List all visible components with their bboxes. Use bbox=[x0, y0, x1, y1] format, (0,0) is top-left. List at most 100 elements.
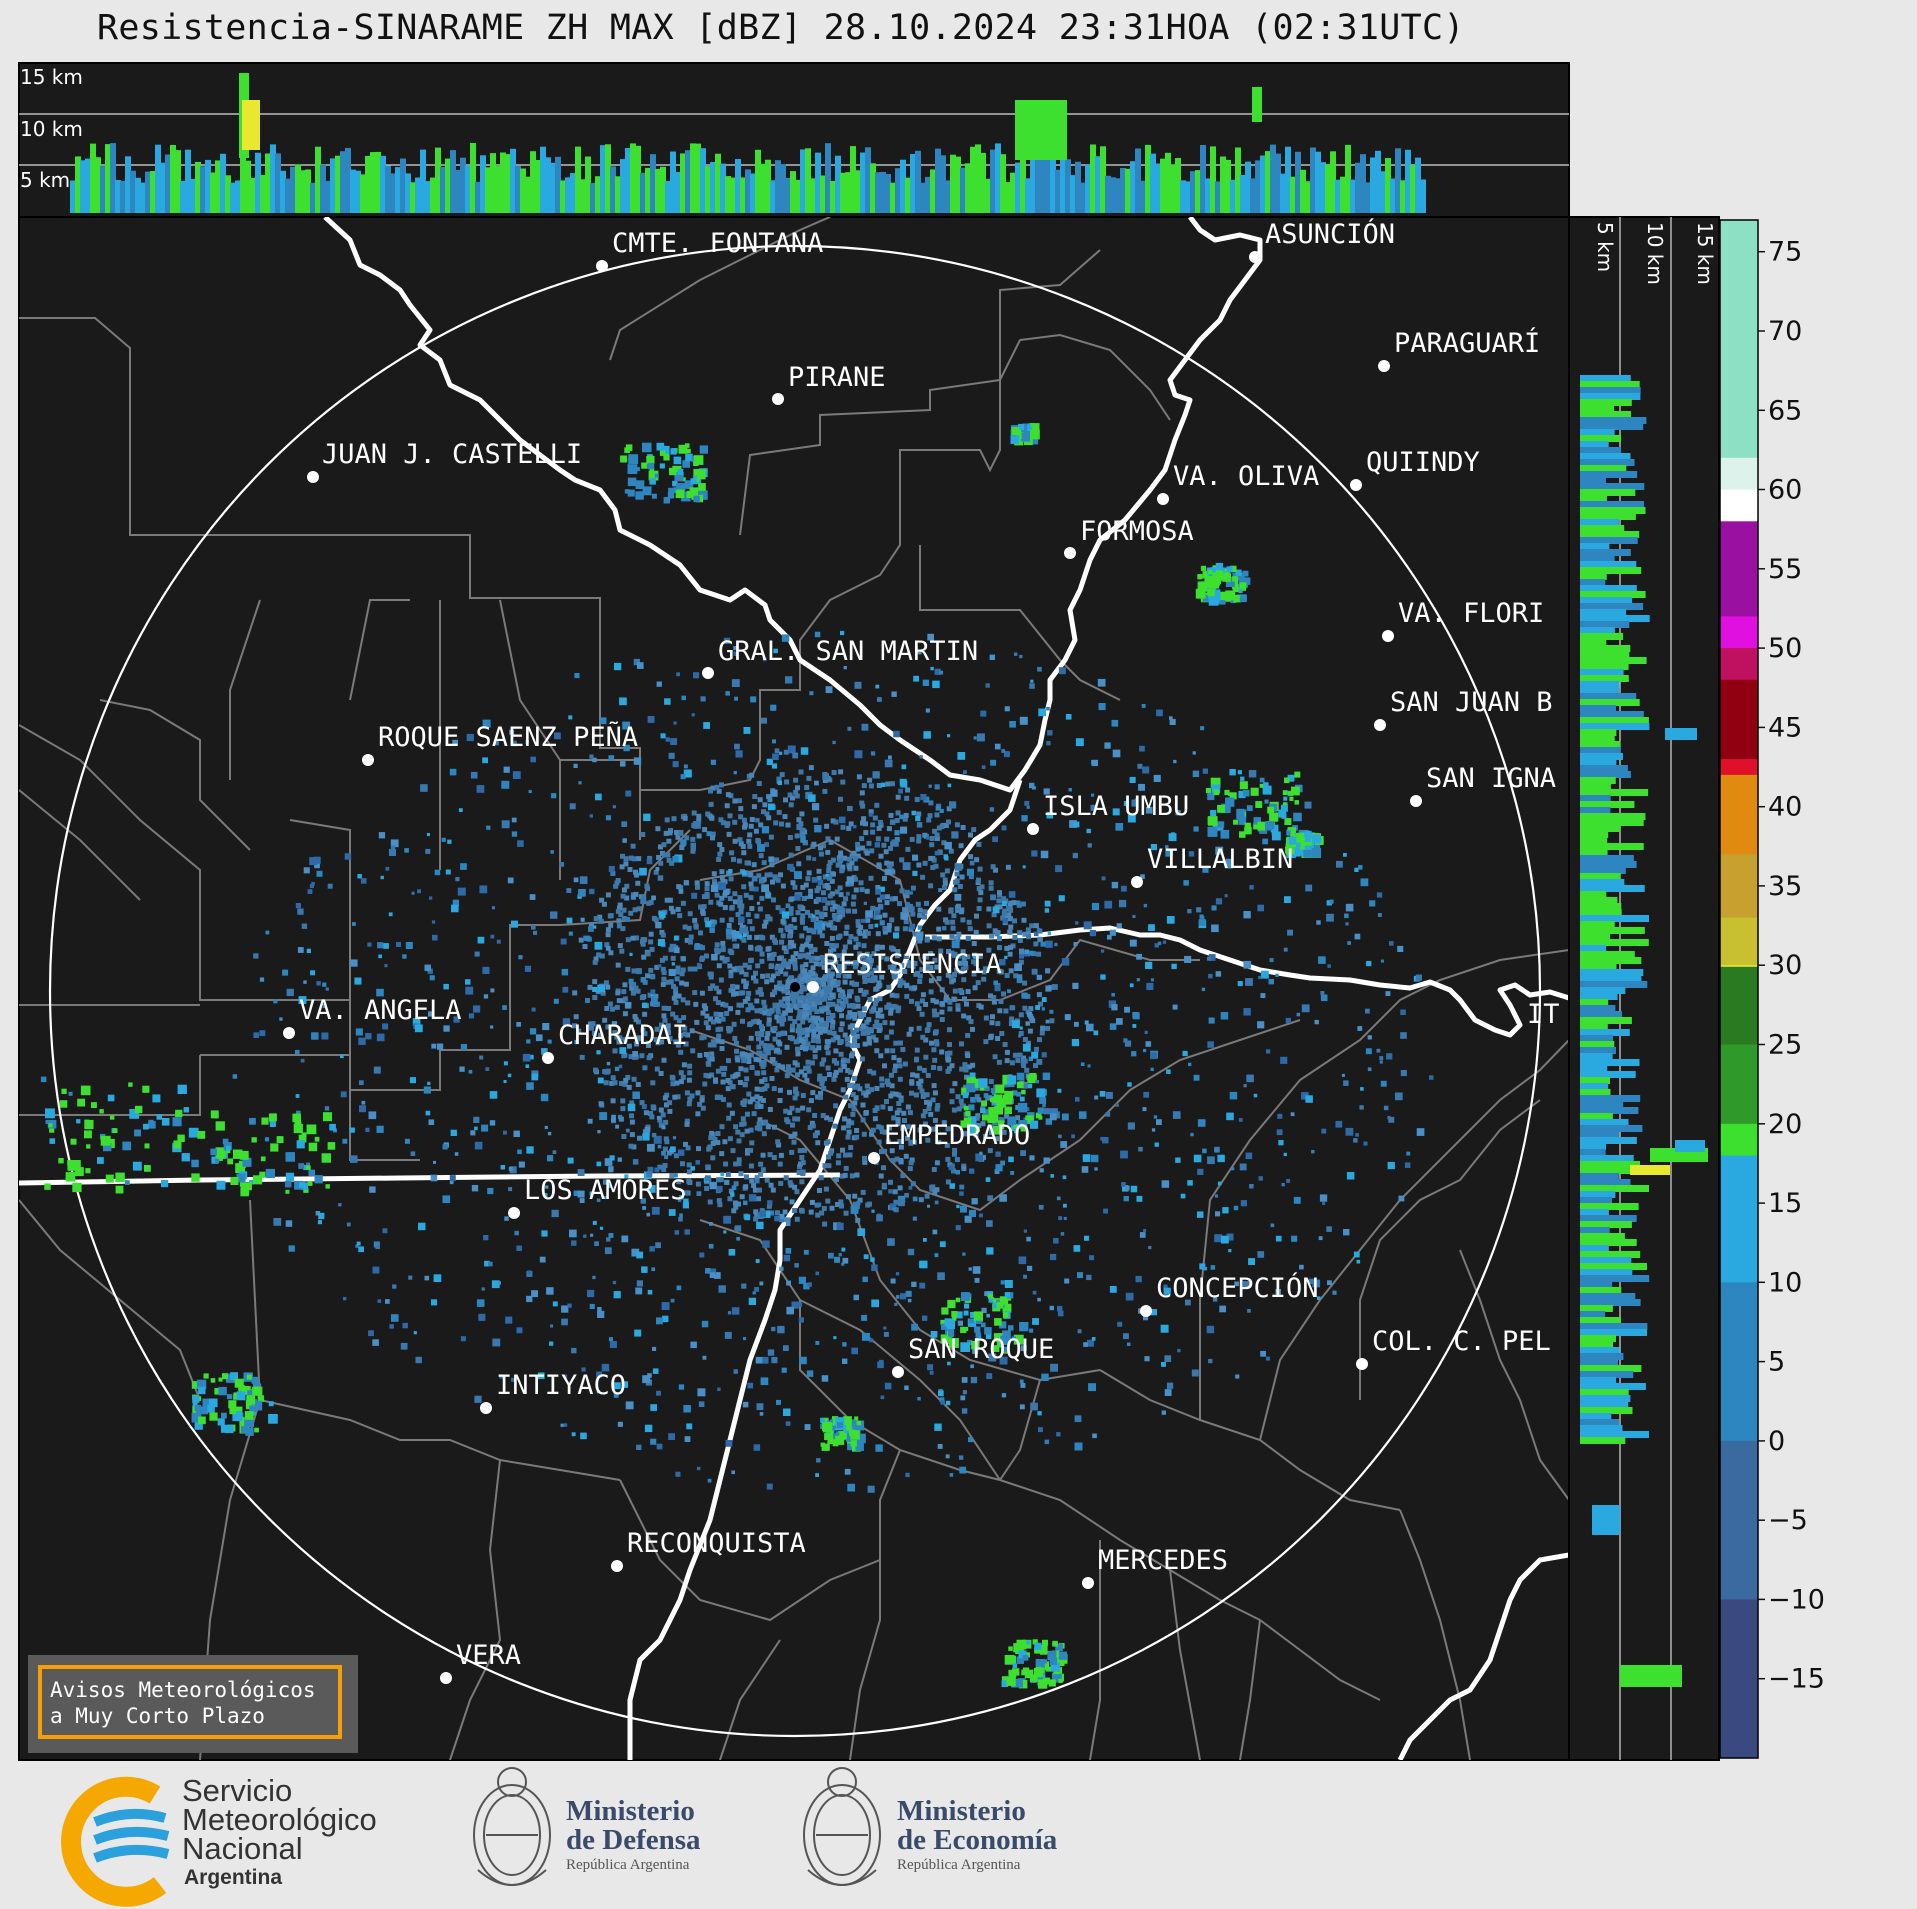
top-height-label-15: 15 km bbox=[20, 65, 83, 89]
colorbar-tick-label: 50 bbox=[1768, 633, 1802, 664]
city-label: JUAN J. CASTELLI bbox=[322, 439, 582, 470]
city-dot bbox=[1350, 479, 1362, 491]
avisos-line2: a Muy Corto Plazo bbox=[50, 1704, 265, 1728]
city-label: CHARADAI bbox=[558, 1020, 688, 1051]
colorbar-tick-label: 30 bbox=[1768, 950, 1802, 981]
city-dot bbox=[892, 1366, 904, 1378]
city-dot bbox=[702, 667, 714, 679]
city-label: VA. FLORI bbox=[1398, 598, 1544, 629]
city-dot bbox=[362, 754, 374, 766]
city-dot bbox=[283, 1027, 295, 1039]
city-label: IT bbox=[1527, 999, 1560, 1030]
ministerio-defensa-text: Ministerio de Defensa República Argentin… bbox=[566, 1797, 701, 1875]
colorbar-tick-label: 60 bbox=[1768, 475, 1802, 506]
city-label: SAN JUAN B bbox=[1390, 687, 1553, 718]
city-label: PARAGUARÍ bbox=[1394, 327, 1540, 359]
smn-logo-text: Servicio Meteorológico Nacional Argentin… bbox=[182, 1773, 377, 1892]
city-label: LOS AMORES bbox=[524, 1175, 687, 1206]
city-label: ASUNCIÓN bbox=[1265, 218, 1395, 250]
colorbar-tick-label: 40 bbox=[1768, 792, 1802, 823]
colorbar-tick-label: 55 bbox=[1768, 554, 1802, 585]
colorbar-tick-label: 65 bbox=[1768, 395, 1802, 426]
colorbar-tick-label: 20 bbox=[1768, 1109, 1802, 1140]
city-dot bbox=[772, 393, 784, 405]
city-label: FORMOSA bbox=[1080, 516, 1194, 547]
city-dot bbox=[1157, 493, 1169, 505]
chart-title: Resistencia-SINARAME ZH MAX [dBZ] 28.10.… bbox=[97, 8, 1465, 48]
colorbar-tick-label: 15 bbox=[1768, 1188, 1802, 1219]
colorbar-tick-label: 25 bbox=[1768, 1030, 1802, 1061]
economia-line1: Ministerio bbox=[897, 1795, 1026, 1827]
city-dot bbox=[807, 981, 819, 993]
ministerio-economia-text: Ministerio de Economía República Argenti… bbox=[897, 1797, 1057, 1875]
colorbar-tick-label: 45 bbox=[1768, 712, 1802, 743]
colorbar-tick-label: 10 bbox=[1768, 1267, 1802, 1298]
city-label: RECONQUISTA bbox=[627, 1528, 806, 1559]
city-dot bbox=[1140, 1305, 1152, 1317]
city-dot bbox=[508, 1207, 520, 1219]
defensa-shield-icon bbox=[473, 1767, 551, 1886]
economia-sub: República Argentina bbox=[897, 1857, 1021, 1873]
smn-line3: Nacional bbox=[182, 1831, 303, 1866]
defensa-line2: de Defensa bbox=[566, 1824, 701, 1856]
city-label: INTIYACO bbox=[496, 1370, 626, 1401]
city-label: GRAL. SAN MARTIN bbox=[718, 636, 978, 667]
top-height-label-10: 10 km bbox=[20, 117, 83, 141]
city-label: COL. C. PEL bbox=[1372, 1326, 1551, 1357]
side-height-label-10: 10 km bbox=[1643, 222, 1667, 285]
avisos-line1: Avisos Meteorológicos bbox=[50, 1678, 316, 1702]
side-height-label-5: 5 km bbox=[1593, 222, 1617, 272]
city-label: VERA bbox=[456, 1640, 521, 1671]
colorbar bbox=[1719, 219, 1759, 1759]
top-panel-echo bbox=[70, 73, 1426, 213]
footer-logos bbox=[61, 1767, 881, 1907]
city-label: VA. OLIVA bbox=[1173, 461, 1319, 492]
side-panel-echo bbox=[1580, 375, 1708, 1687]
city-dot bbox=[611, 1560, 623, 1572]
side-height-label-15: 15 km bbox=[1693, 222, 1717, 285]
city-label: ISLA UMBU bbox=[1043, 791, 1189, 822]
colorbar-tick-label: −5 bbox=[1768, 1505, 1808, 1536]
colorbar-tick-label: 70 bbox=[1768, 316, 1802, 347]
city-dot bbox=[1082, 1577, 1094, 1589]
city-dot bbox=[1027, 823, 1039, 835]
avisos-panel[interactable]: Avisos Meteorológicos a Muy Corto Plazo bbox=[28, 1655, 358, 1753]
city-dot bbox=[307, 471, 319, 483]
smn-line1: Servicio bbox=[182, 1773, 293, 1808]
city-label: ROQUE SAENZ PEÑA bbox=[378, 721, 638, 753]
avisos-box[interactable]: Avisos Meteorológicos a Muy Corto Plazo bbox=[38, 1665, 342, 1739]
footer bbox=[0, 1760, 1917, 1909]
city-dot bbox=[596, 260, 608, 272]
city-dot bbox=[1064, 547, 1076, 559]
city-dot bbox=[1378, 360, 1390, 372]
city-dot bbox=[1374, 719, 1386, 731]
radar-echoes bbox=[40, 423, 1434, 1689]
top-height-label-5: 5 km bbox=[20, 168, 70, 192]
defensa-line1: Ministerio bbox=[566, 1795, 695, 1827]
city-label: SAN IGNA bbox=[1426, 763, 1556, 794]
city-dot bbox=[1249, 251, 1261, 263]
city-dot bbox=[1356, 1358, 1368, 1370]
city-label: QUIINDY bbox=[1366, 447, 1480, 478]
smn-country: Argentina bbox=[184, 1866, 283, 1889]
city-dot bbox=[542, 1052, 554, 1064]
defensa-sub: República Argentina bbox=[566, 1857, 690, 1873]
economia-shield-icon bbox=[803, 1767, 881, 1886]
rivers bbox=[19, 217, 1569, 1760]
smn-line2: Meteorológico bbox=[182, 1802, 377, 1837]
colorbar-tick-label: −10 bbox=[1768, 1584, 1825, 1615]
city-label: VILLALBIN bbox=[1147, 844, 1293, 875]
admin-boundaries bbox=[19, 217, 1569, 1760]
city-dot bbox=[480, 1402, 492, 1414]
colorbar-tick-label: 0 bbox=[1768, 1426, 1785, 1457]
city-dot bbox=[868, 1152, 880, 1164]
city-label: EMPEDRADO bbox=[884, 1120, 1030, 1151]
city-dot bbox=[1131, 876, 1143, 888]
city-label: PIRANE bbox=[788, 362, 886, 393]
colorbar-tick-label: 35 bbox=[1768, 871, 1802, 902]
city-label: RESISTENCIA bbox=[823, 949, 1002, 980]
city-label: MERCEDES bbox=[1098, 1545, 1228, 1576]
colorbar-tick-label: −15 bbox=[1768, 1664, 1825, 1695]
